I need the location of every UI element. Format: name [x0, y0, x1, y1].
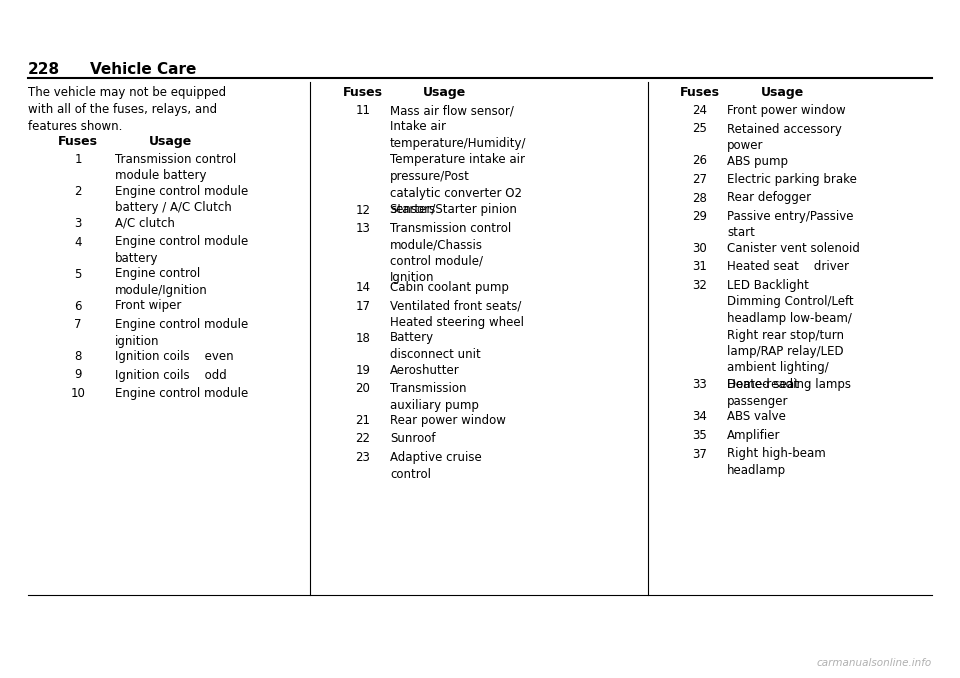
Text: Engine control module
ignition: Engine control module ignition	[115, 318, 249, 348]
Text: LED Backlight
Dimming Control/Left
headlamp low-beam/
Right rear stop/turn
lamp/: LED Backlight Dimming Control/Left headl…	[727, 279, 853, 391]
Text: The vehicle may not be equipped
with all of the fuses, relays, and
features show: The vehicle may not be equipped with all…	[28, 86, 227, 133]
Text: 25: 25	[692, 123, 708, 136]
Text: 9: 9	[74, 369, 82, 382]
Text: 26: 26	[692, 155, 708, 167]
Text: 2: 2	[74, 185, 82, 198]
Text: Adaptive cruise
control: Adaptive cruise control	[390, 451, 482, 481]
Text: Amplifier: Amplifier	[727, 429, 780, 442]
Text: 19: 19	[355, 363, 371, 376]
Text: ABS valve: ABS valve	[727, 410, 786, 424]
Text: Canister vent solenoid: Canister vent solenoid	[727, 242, 860, 255]
Text: 37: 37	[692, 447, 708, 460]
Text: 20: 20	[355, 382, 371, 395]
Text: 27: 27	[692, 173, 708, 186]
Text: 22: 22	[355, 433, 371, 445]
Text: 10: 10	[71, 387, 85, 400]
Text: 34: 34	[692, 410, 708, 424]
Text: Engine control module
battery: Engine control module battery	[115, 235, 249, 265]
Text: 6: 6	[74, 300, 82, 313]
Text: 29: 29	[692, 210, 708, 223]
Text: 5: 5	[74, 268, 82, 281]
Text: ABS pump: ABS pump	[727, 155, 788, 167]
Text: A/C clutch: A/C clutch	[115, 217, 175, 230]
Text: 21: 21	[355, 414, 371, 427]
Text: Heated seat
passenger: Heated seat passenger	[727, 378, 799, 408]
Text: Fuses: Fuses	[680, 86, 720, 99]
Text: Transmission control
module battery: Transmission control module battery	[115, 153, 236, 182]
Text: Ventilated front seats/
Heated steering wheel: Ventilated front seats/ Heated steering …	[390, 300, 524, 329]
Text: 3: 3	[74, 217, 82, 230]
Text: Ignition coils    odd: Ignition coils odd	[115, 369, 227, 382]
Text: Rear power window: Rear power window	[390, 414, 506, 427]
Text: 18: 18	[355, 332, 371, 344]
Text: Usage: Usage	[149, 135, 192, 148]
Text: 7: 7	[74, 318, 82, 331]
Text: 23: 23	[355, 451, 371, 464]
Text: Starter/Starter pinion: Starter/Starter pinion	[390, 203, 516, 216]
Text: 1: 1	[74, 153, 82, 166]
Text: 30: 30	[692, 242, 708, 255]
Text: Aeroshutter: Aeroshutter	[390, 363, 460, 376]
Text: Passive entry/Passive
start: Passive entry/Passive start	[727, 210, 853, 239]
Text: Usage: Usage	[423, 86, 467, 99]
Text: 32: 32	[692, 279, 708, 292]
Text: carmanualsonline.info: carmanualsonline.info	[817, 658, 932, 668]
Text: Engine control module
battery / A/C Clutch: Engine control module battery / A/C Clut…	[115, 185, 249, 214]
Text: Transmission control
module/Chassis
control module/
Ignition: Transmission control module/Chassis cont…	[390, 222, 512, 285]
Text: 13: 13	[355, 222, 371, 235]
Text: Transmission
auxiliary pump: Transmission auxiliary pump	[390, 382, 479, 412]
Text: Vehicle Care: Vehicle Care	[90, 62, 197, 77]
Text: Front power window: Front power window	[727, 104, 846, 117]
Text: 228: 228	[28, 62, 60, 77]
Text: 8: 8	[74, 350, 82, 363]
Text: 12: 12	[355, 203, 371, 216]
Text: 14: 14	[355, 281, 371, 294]
Text: Battery
disconnect unit: Battery disconnect unit	[390, 332, 481, 361]
Text: 33: 33	[692, 378, 708, 391]
Text: Engine control
module/Ignition: Engine control module/Ignition	[115, 268, 207, 297]
Text: Rear defogger: Rear defogger	[727, 191, 811, 205]
Text: Sunroof: Sunroof	[390, 433, 436, 445]
Text: Right high-beam
headlamp: Right high-beam headlamp	[727, 447, 826, 477]
Text: 31: 31	[692, 260, 708, 273]
Text: 11: 11	[355, 104, 371, 117]
Text: 35: 35	[692, 429, 708, 442]
Text: Fuses: Fuses	[58, 135, 98, 148]
Text: 28: 28	[692, 191, 708, 205]
Text: Mass air flow sensor/
Intake air
temperature/Humidity/
Temperature intake air
pr: Mass air flow sensor/ Intake air tempera…	[390, 104, 526, 216]
Text: 4: 4	[74, 235, 82, 249]
Text: 24: 24	[692, 104, 708, 117]
Text: Retained accessory
power: Retained accessory power	[727, 123, 842, 152]
Text: Usage: Usage	[760, 86, 804, 99]
Text: Fuses: Fuses	[343, 86, 383, 99]
Text: Ignition coils    even: Ignition coils even	[115, 350, 233, 363]
Text: Engine control module: Engine control module	[115, 387, 249, 400]
Text: Cabin coolant pump: Cabin coolant pump	[390, 281, 509, 294]
Text: Electric parking brake: Electric parking brake	[727, 173, 857, 186]
Text: 17: 17	[355, 300, 371, 313]
Text: Heated seat    driver: Heated seat driver	[727, 260, 849, 273]
Text: Front wiper: Front wiper	[115, 300, 181, 313]
